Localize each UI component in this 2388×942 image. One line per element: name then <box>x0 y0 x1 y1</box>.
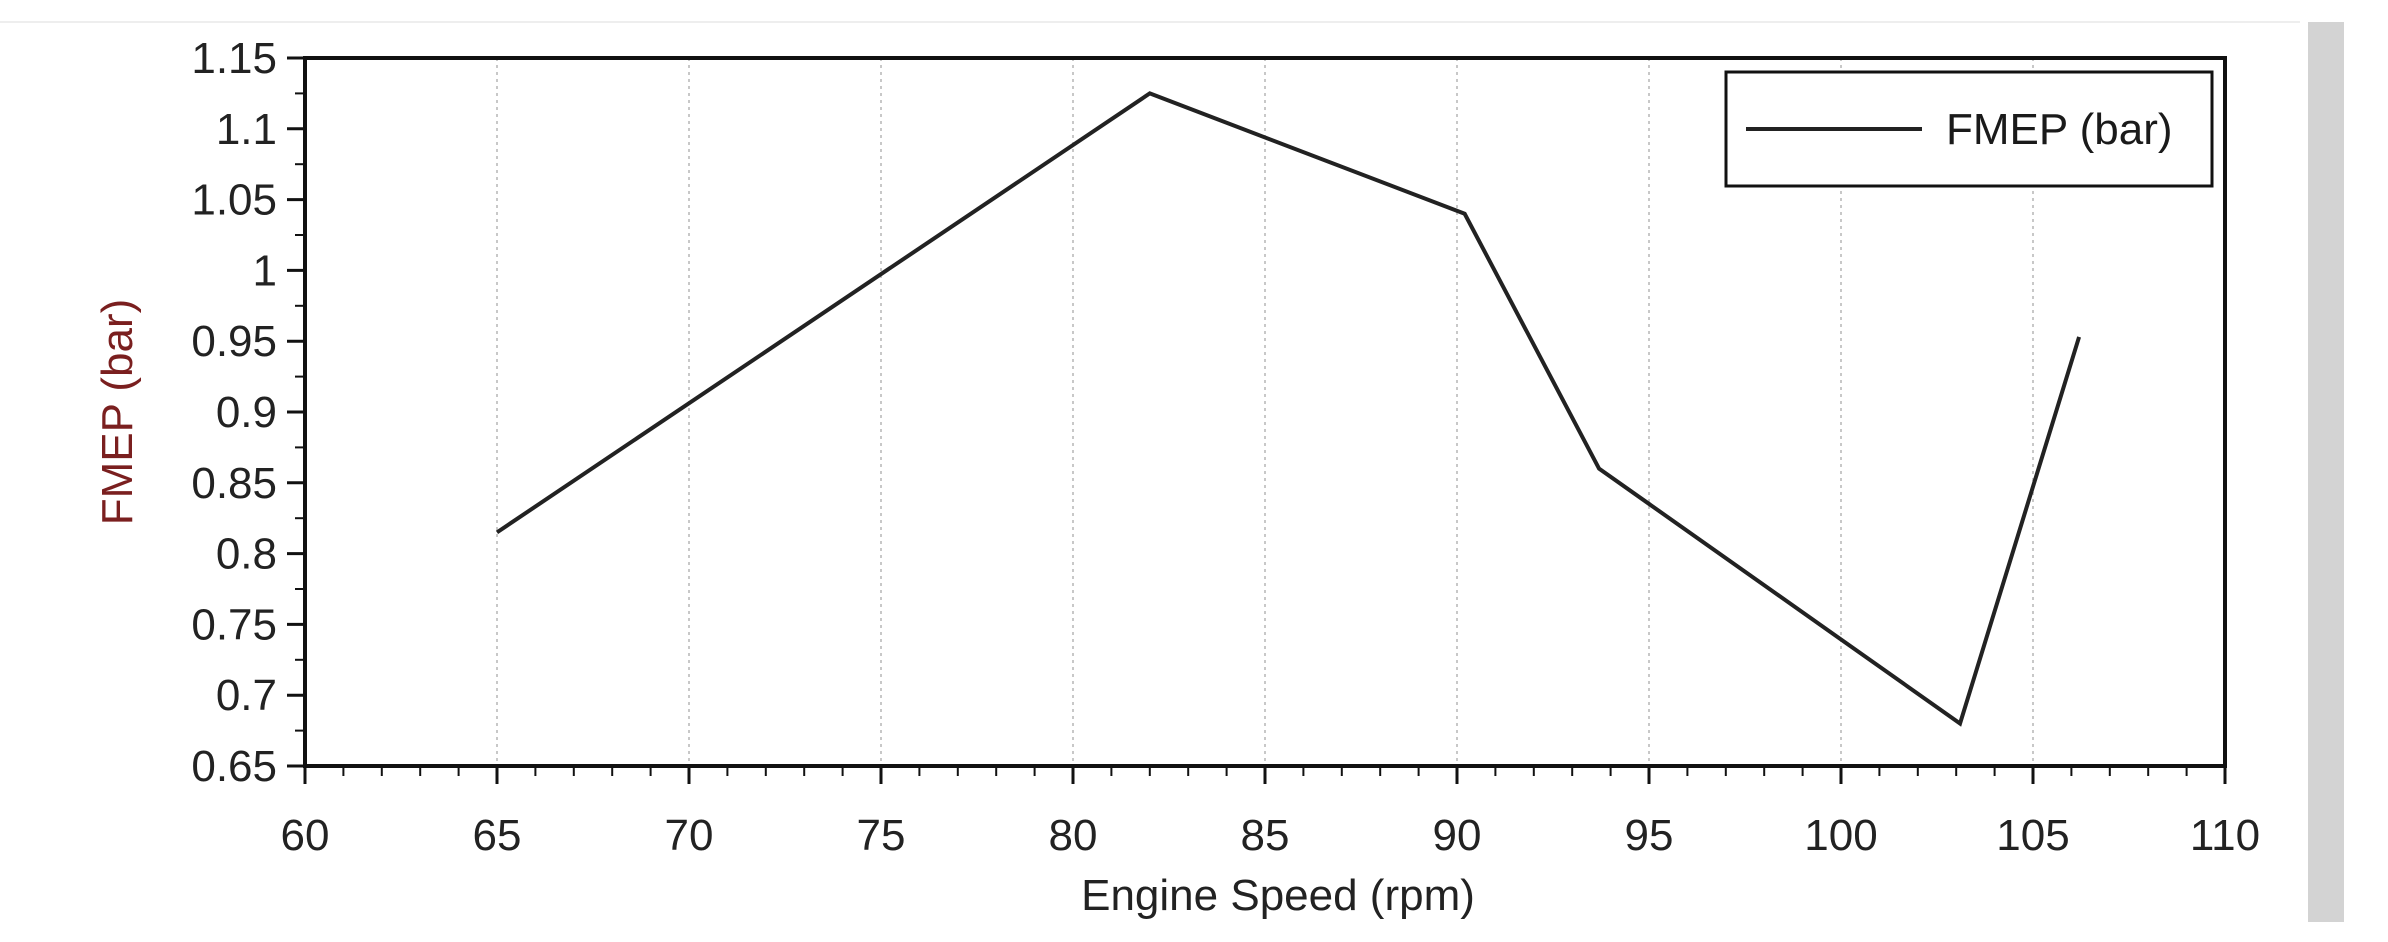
x-tick-label: 65 <box>473 811 522 860</box>
legend: FMEP (bar) <box>1724 70 2214 188</box>
right-scrollbar[interactable] <box>2308 22 2344 922</box>
y-tick-label: 0.65 <box>191 742 277 791</box>
x-tick-label: 85 <box>1241 811 1290 860</box>
x-axis-title: Engine Speed (rpm) <box>1081 871 1475 920</box>
y-tick-label: 0.7 <box>216 671 277 720</box>
x-tick-label: 75 <box>857 811 906 860</box>
y-tick-label: 1.05 <box>191 176 277 225</box>
x-tick-label: 95 <box>1625 811 1674 860</box>
x-tick-label: 80 <box>1049 811 1098 860</box>
legend-label-fmep: FMEP (bar) <box>1946 105 2173 154</box>
y-axis-title: FMEP (bar) <box>93 299 142 526</box>
y-tick-label: 0.95 <box>191 317 277 366</box>
y-tick-label: 0.9 <box>216 388 277 437</box>
x-tick-label: 70 <box>665 811 714 860</box>
y-tick-labels: 0.65 0.7 0.75 0.8 0.85 0.9 0.95 1 1.05 1.1 1.15 <box>191 34 277 791</box>
y-tick-label: 1 <box>253 246 277 295</box>
y-tick-label: 1.15 <box>191 34 277 83</box>
y-tick-label: 0.8 <box>216 530 277 579</box>
series-lines <box>495 91 2081 727</box>
y-tick-label: 1.1 <box>216 105 277 154</box>
x-tick-label: 100 <box>1804 811 1877 860</box>
x-tick-labels: 60 65 70 75 80 85 90 95 100 105 110 <box>281 811 2261 860</box>
vertical-gridlines <box>496 58 2034 766</box>
x-tick-label: 90 <box>1433 811 1482 860</box>
x-tick-label: 105 <box>1996 811 2069 860</box>
y-tick-label: 0.85 <box>191 459 277 508</box>
x-tick-label: 110 <box>2190 811 2260 860</box>
x-tick-label: 60 <box>281 811 330 860</box>
y-tick-label: 0.75 <box>191 600 277 649</box>
series-line-fmep <box>495 91 2081 727</box>
axis-ticks <box>287 56 2227 784</box>
